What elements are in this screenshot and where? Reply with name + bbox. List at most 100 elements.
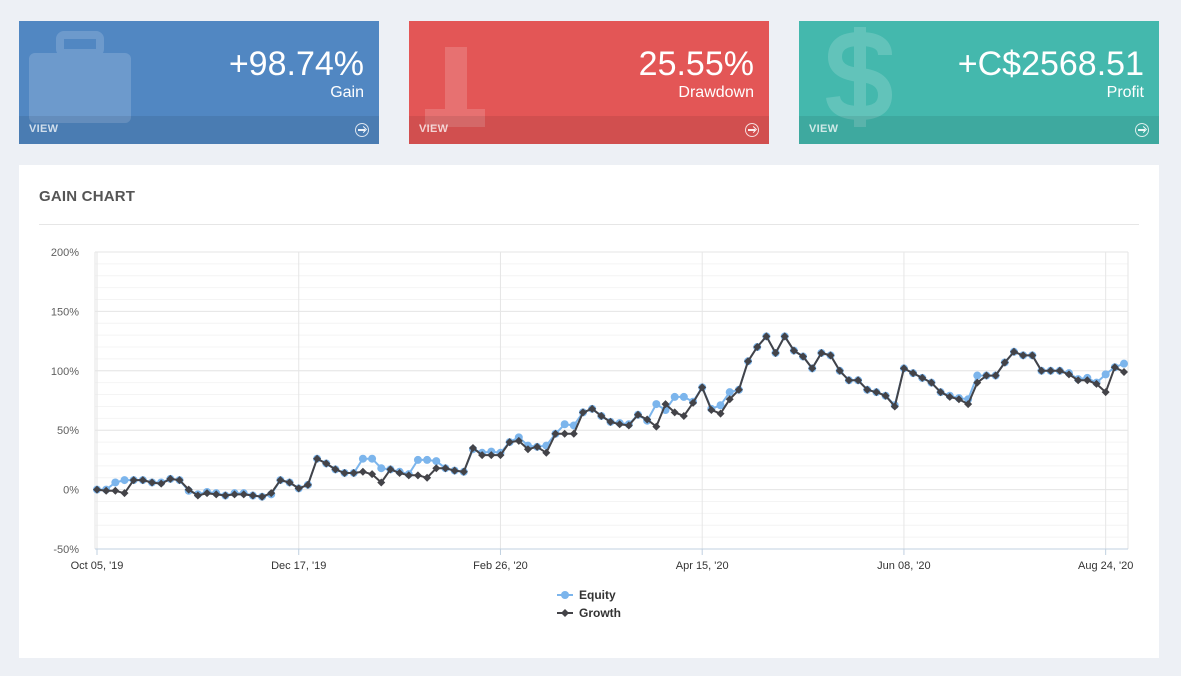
growth-point (753, 343, 762, 352)
growth-point (762, 332, 771, 341)
legend-item-equity[interactable]: Equity (579, 588, 616, 602)
growth-point (927, 378, 936, 387)
growth-point (102, 486, 111, 495)
legend-marker-growth (561, 609, 569, 617)
growth-point (313, 454, 322, 463)
gain-label: Gain (330, 84, 364, 101)
growth-point (487, 451, 496, 460)
gain-value: +98.74% (228, 45, 364, 83)
growth-point (872, 388, 881, 397)
growth-point (377, 478, 386, 487)
growth-point (689, 398, 698, 407)
growth-point (578, 408, 587, 417)
growth-point (1055, 366, 1064, 375)
equity-point (973, 371, 982, 380)
equity-point (358, 454, 367, 463)
profit-card: +C$2568.51 Profit VIEW (799, 21, 1159, 144)
arrow-right-circle-icon (355, 123, 369, 137)
growth-point (258, 492, 267, 501)
legend-item-growth[interactable]: Growth (579, 606, 621, 620)
growth-point (918, 373, 927, 382)
growth-point (221, 491, 230, 500)
growth-point (478, 451, 487, 460)
x-tick-label: Apr 15, '20 (676, 560, 729, 572)
equity-point (432, 457, 441, 466)
x-tick-label: Jun 08, '20 (877, 560, 930, 572)
x-tick-label: Dec 17, '19 (271, 560, 326, 572)
growth-point (459, 467, 468, 476)
equity-point (652, 400, 661, 409)
growth-point (294, 484, 303, 493)
equity-point (423, 455, 432, 464)
growth-point (551, 429, 560, 438)
growth-point (982, 371, 991, 380)
growth-point (1110, 363, 1119, 372)
growth-point (404, 471, 413, 480)
growth-point (248, 491, 257, 500)
growth-point (698, 383, 707, 392)
gain-chart-panel: GAIN CHART -50% 0% 50% 100% 150% 200% Oct 05, … (19, 165, 1159, 658)
growth-point (844, 376, 853, 385)
legend-marker-equity (561, 591, 569, 599)
x-tick-label: Feb 26, '20 (473, 560, 528, 572)
growth-point (615, 420, 624, 429)
growth-point (808, 364, 817, 373)
growth-point (93, 485, 101, 494)
growth-point (193, 491, 202, 500)
trend-down-icon (425, 47, 485, 127)
growth-point (468, 444, 477, 453)
growth-point (789, 346, 798, 355)
growth-point (973, 378, 982, 387)
growth-point (340, 468, 349, 477)
gain-view-link[interactable]: VIEW (19, 116, 379, 144)
dollar-icon (826, 27, 893, 127)
growth-point (184, 485, 193, 494)
growth-point (386, 465, 395, 474)
growth-point (505, 438, 514, 447)
profit-view-link[interactable]: VIEW (799, 116, 1159, 144)
growth-point (634, 410, 643, 419)
growth-point (285, 478, 294, 487)
growth-point (881, 391, 890, 400)
growth-point (1019, 351, 1028, 360)
growth-point (670, 408, 679, 417)
equity-point (1120, 359, 1128, 368)
growth-point (661, 400, 670, 409)
growth-point (817, 348, 826, 357)
growth-point (276, 476, 285, 485)
growth-point (349, 468, 358, 477)
growth-point (771, 348, 780, 357)
growth-point (138, 476, 147, 485)
growth-point (1037, 366, 1046, 375)
drawdown-card: 25.55% Drawdown VIEW (409, 21, 769, 144)
equity-point (111, 478, 120, 487)
drawdown-view-link[interactable]: VIEW (409, 116, 769, 144)
growth-point (413, 471, 422, 480)
series-line-equity (97, 335, 1125, 498)
growth-point (1101, 388, 1110, 397)
growth-point (157, 479, 166, 488)
growth-point (643, 415, 652, 424)
growth-point (890, 402, 899, 411)
growth-point (560, 429, 569, 438)
growth-point (230, 490, 239, 499)
equity-point (679, 392, 688, 401)
growth-point (542, 448, 551, 457)
growth-point (1028, 351, 1037, 360)
profit-value: +C$2568.51 (957, 45, 1144, 83)
divider (39, 224, 1139, 225)
growth-point (1000, 358, 1009, 367)
growth-point (799, 352, 808, 361)
growth-point (1092, 379, 1101, 388)
growth-point (826, 351, 835, 360)
growth-point (111, 486, 120, 495)
x-tick-label: Oct 05, '19 (71, 560, 124, 572)
growth-point (1064, 370, 1073, 379)
growth-point (129, 476, 138, 485)
growth-point (936, 388, 945, 397)
growth-point (514, 436, 523, 445)
growth-point (854, 376, 863, 385)
growth-point (606, 417, 615, 426)
growth-point (368, 470, 377, 479)
growth-point (835, 366, 844, 375)
